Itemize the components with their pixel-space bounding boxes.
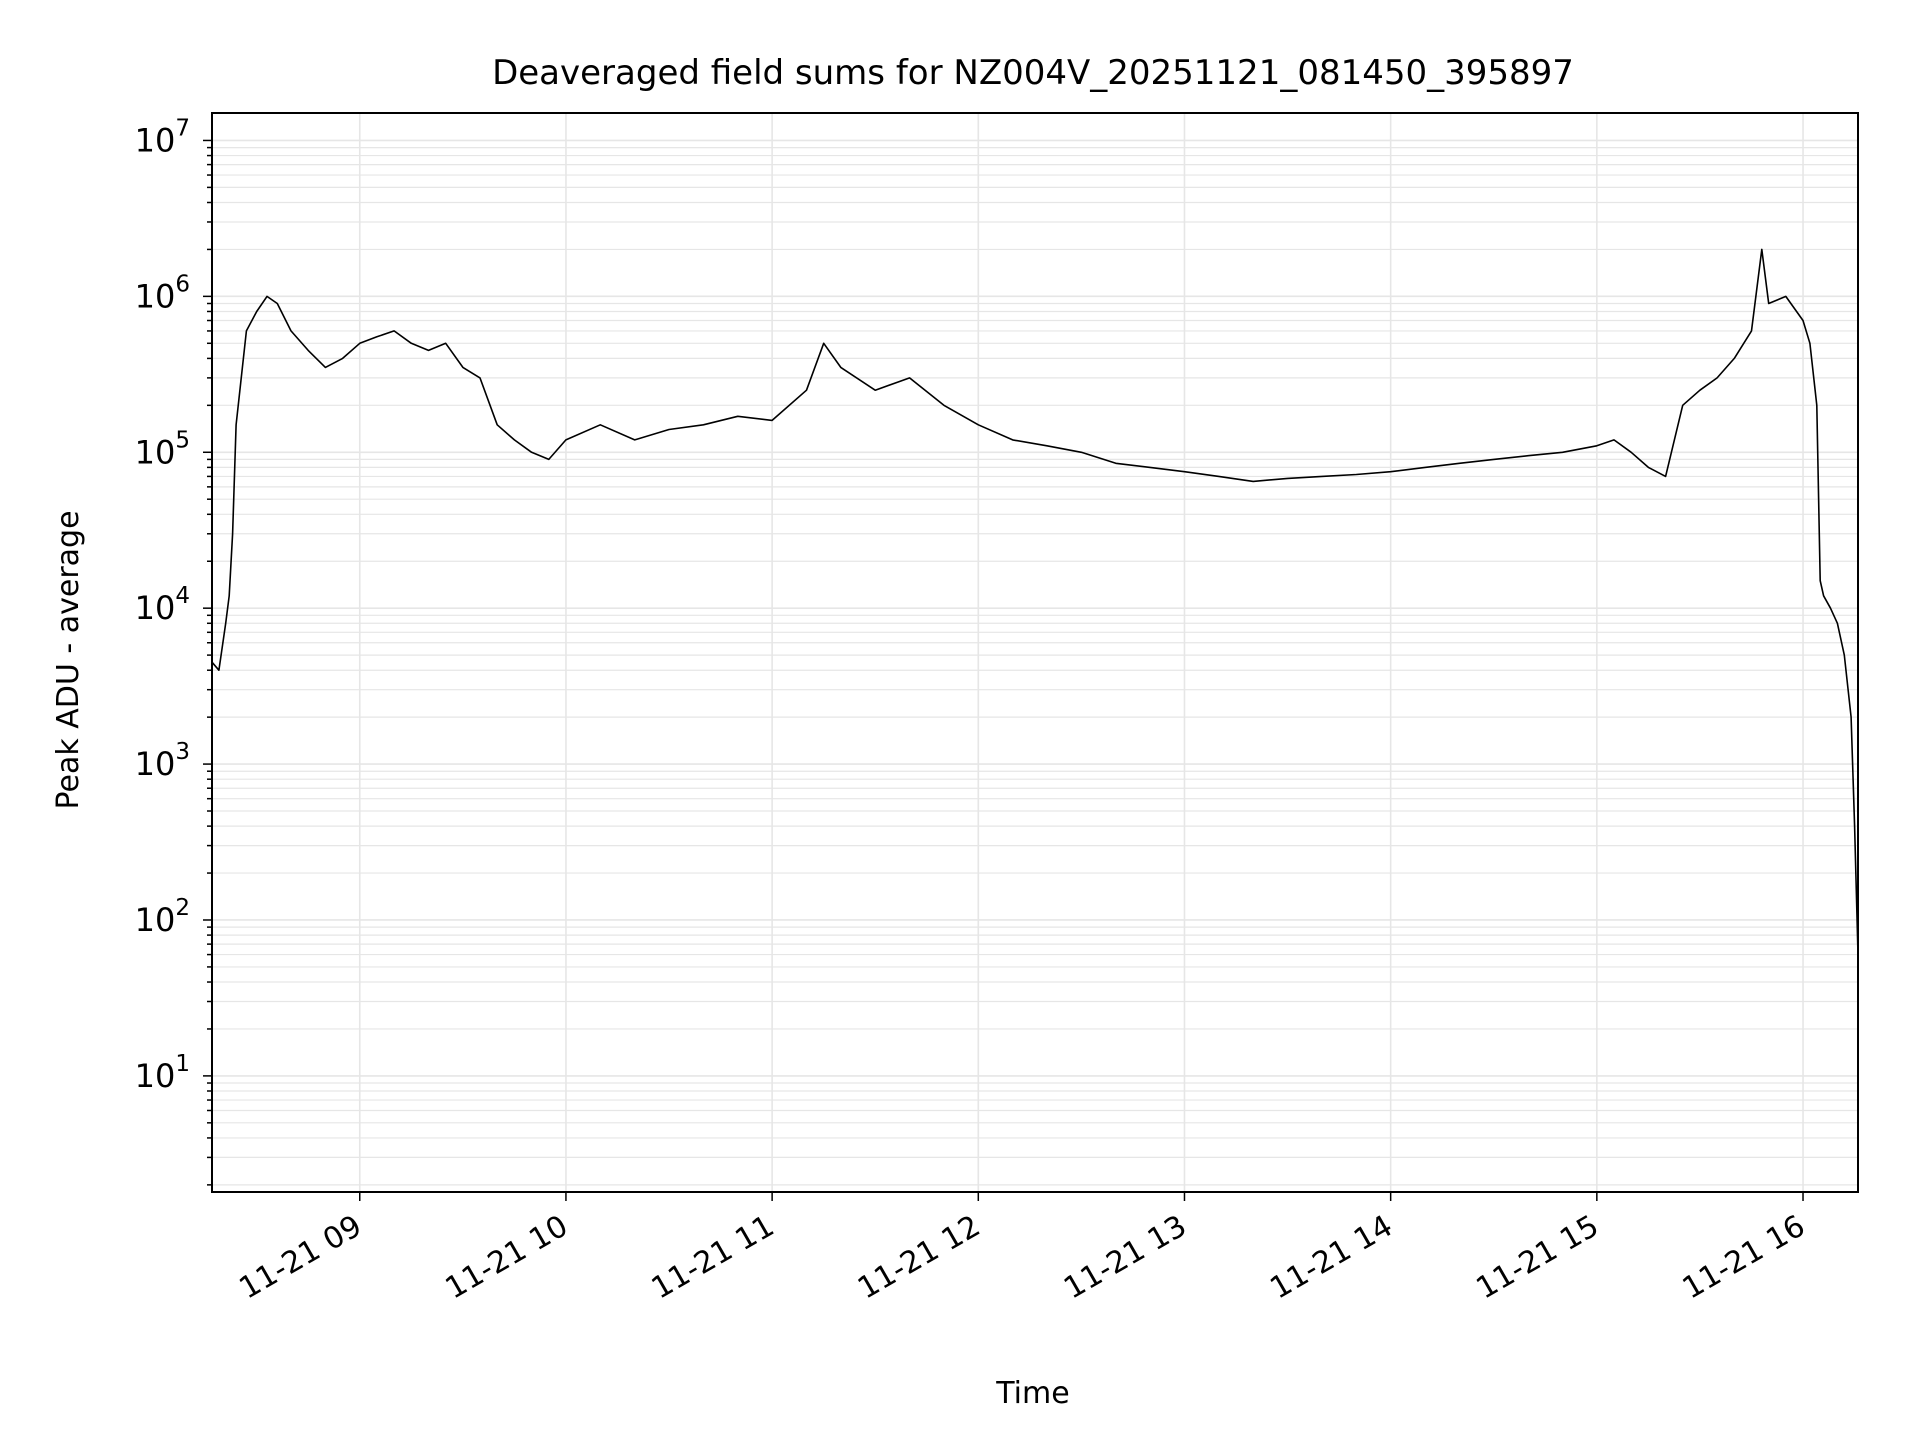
series-line xyxy=(211,248,1859,955)
y-tick-base: 10 xyxy=(135,121,176,159)
y-tick-label: 102 xyxy=(135,895,190,939)
y-tick-label: 103 xyxy=(135,739,190,783)
y-tick-base: 10 xyxy=(135,277,176,315)
y-tick-base: 10 xyxy=(135,433,176,471)
y-tick-base: 10 xyxy=(135,1057,176,1095)
y-tick-label: 106 xyxy=(135,271,190,315)
series-layer xyxy=(211,248,1859,955)
y-tick-exponent: 3 xyxy=(175,739,190,765)
x-axis-label: Time xyxy=(995,1376,1069,1411)
y-tick-exponent: 6 xyxy=(175,271,190,297)
y-tick-exponent: 4 xyxy=(175,583,190,609)
y-tick-exponent: 1 xyxy=(175,1051,190,1077)
y-tick-exponent: 2 xyxy=(175,895,190,921)
y-tick-base: 10 xyxy=(135,589,176,627)
axes-frame xyxy=(211,112,1859,1193)
y-tick-label: 101 xyxy=(135,1051,190,1095)
y-tick-label: 104 xyxy=(135,583,190,627)
chart-title: Deaveraged field sums for NZ004V_2025112… xyxy=(492,53,1574,93)
y-tick-label: 107 xyxy=(135,115,190,159)
y-tick-exponent: 5 xyxy=(175,427,190,453)
y-tick-exponent: 7 xyxy=(175,115,190,141)
grid xyxy=(212,113,1858,1192)
y-axis-label: Peak ADU - average xyxy=(51,510,86,809)
y-tick-base: 10 xyxy=(135,901,176,939)
y-tick-base: 10 xyxy=(135,745,176,783)
y-tick-label: 105 xyxy=(135,427,190,471)
